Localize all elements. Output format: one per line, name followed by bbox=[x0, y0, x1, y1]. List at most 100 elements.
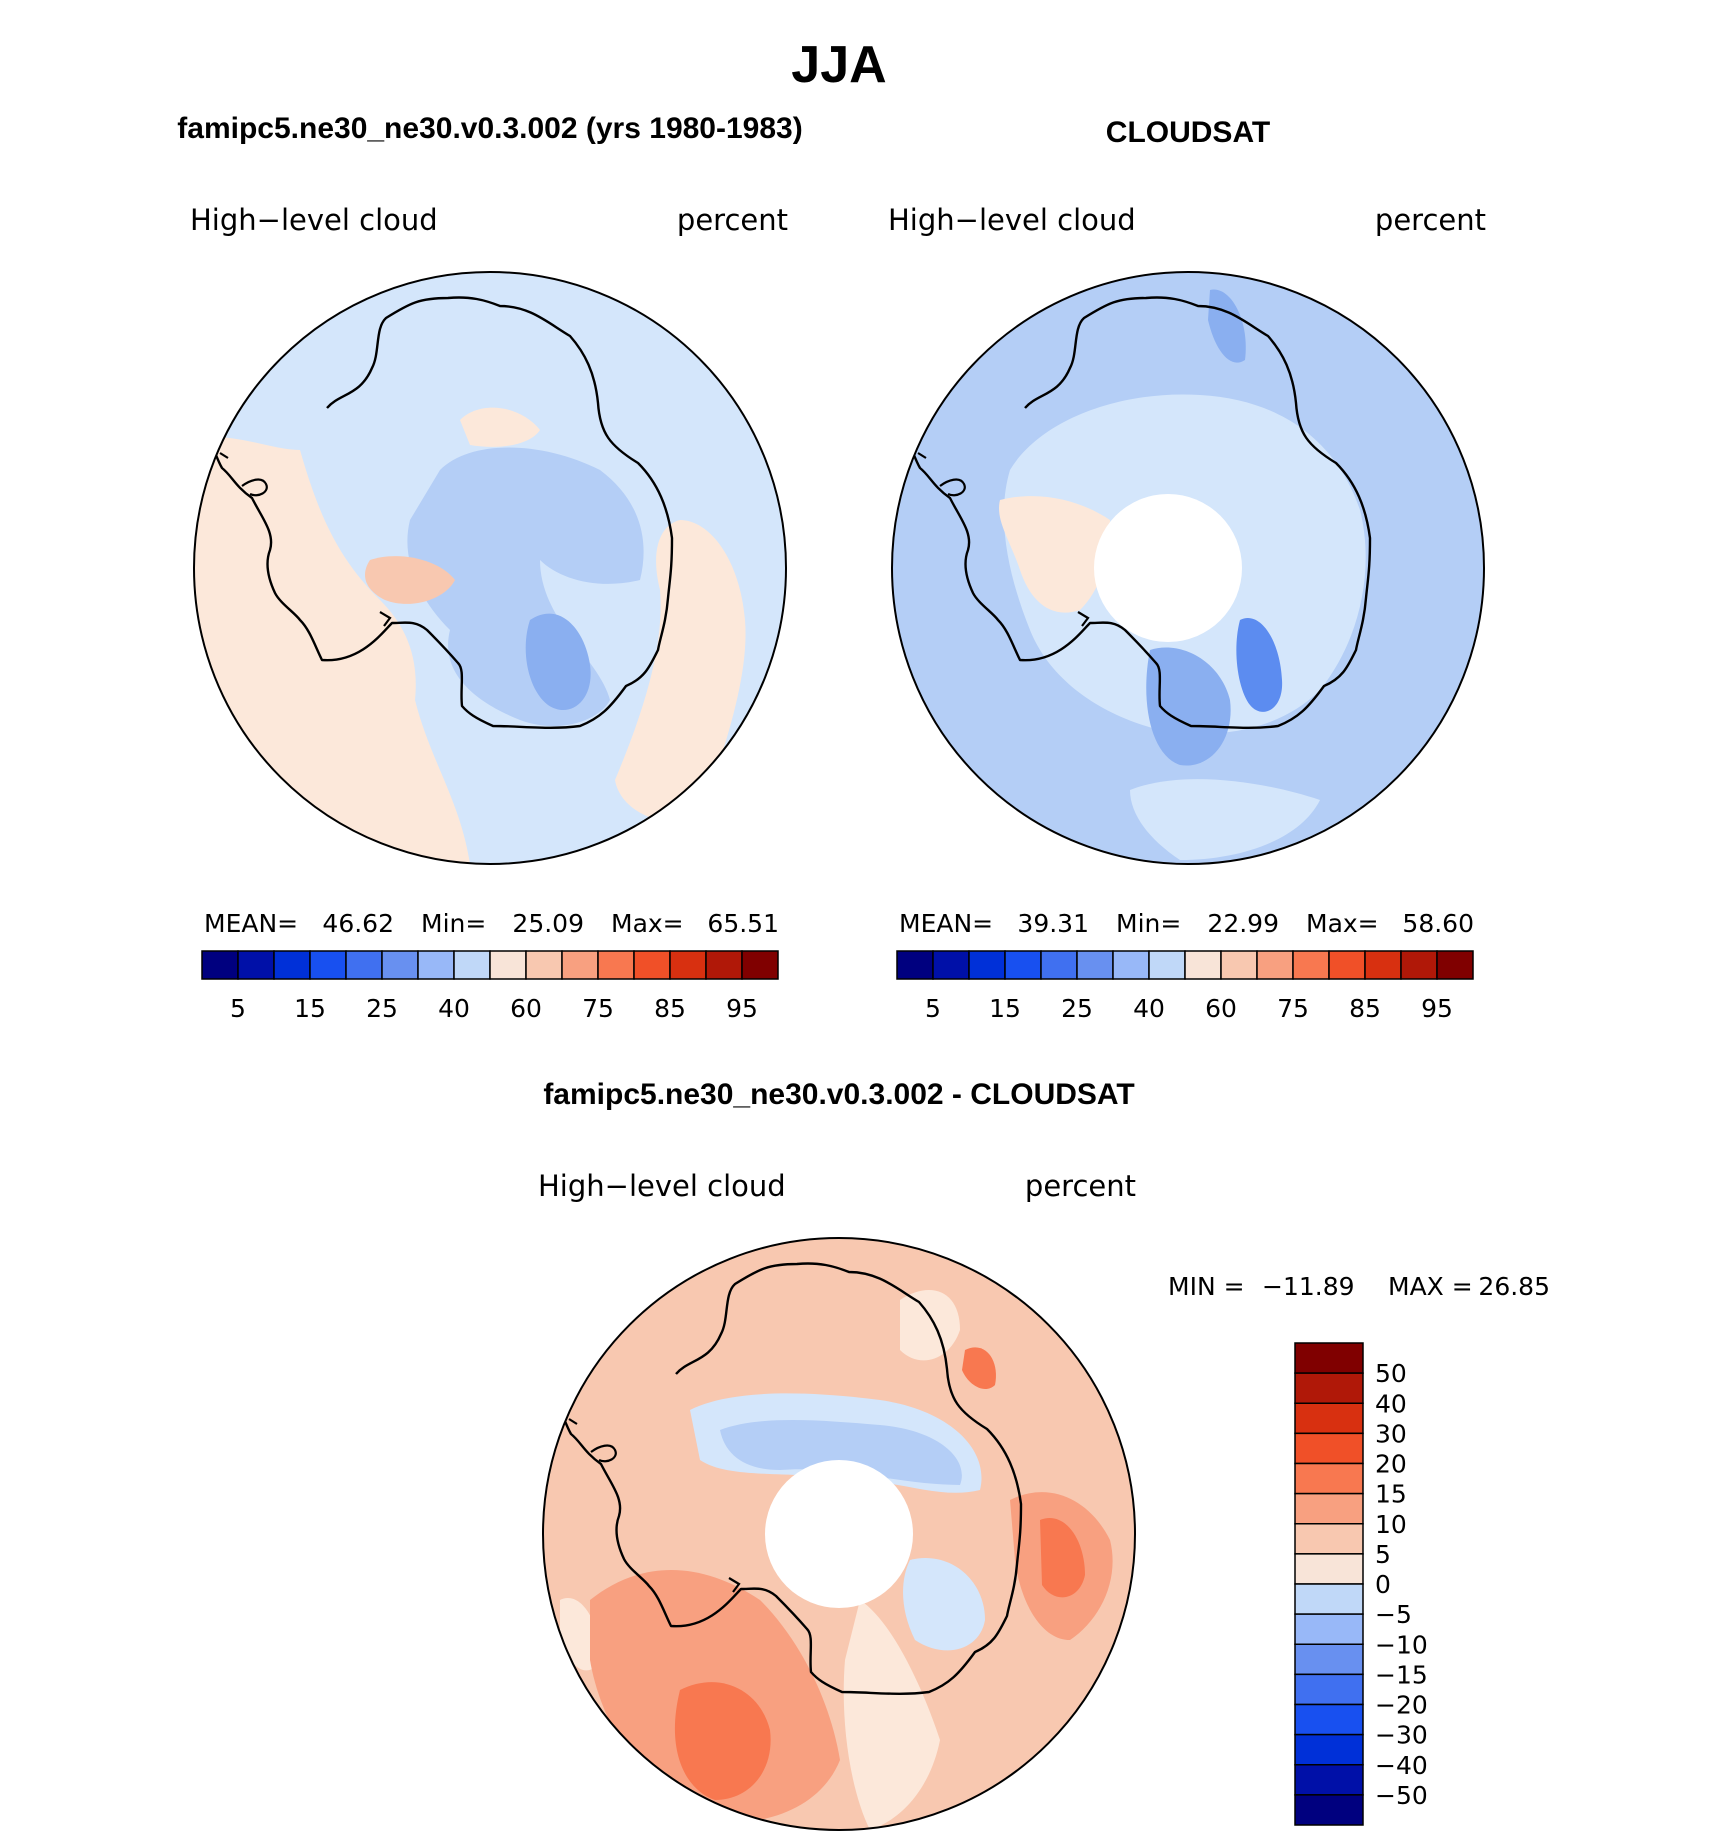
map-region-east-blue bbox=[903, 1558, 985, 1651]
colorbar-swatch bbox=[1436, 950, 1474, 980]
map-region-max-north bbox=[962, 1347, 996, 1390]
colorbar-tick-label: 60 bbox=[510, 994, 542, 1023]
colorbar-tick-label: −15 bbox=[1375, 1660, 1428, 1689]
colorbar-swatch bbox=[741, 950, 779, 980]
colorbar-tick-label: 95 bbox=[1421, 994, 1453, 1023]
colorbar-swatch bbox=[345, 950, 383, 980]
colorbar-swatch bbox=[1294, 1733, 1364, 1766]
colorbar-swatch bbox=[1040, 950, 1078, 980]
panel-model-right-label: percent bbox=[677, 203, 788, 237]
panel-diff-map-border bbox=[542, 1237, 1136, 1831]
colorbar-swatch bbox=[1364, 950, 1402, 980]
colorbar-swatch bbox=[1294, 1492, 1364, 1525]
colorbar-swatch bbox=[1294, 1764, 1364, 1796]
colorbar-swatch bbox=[1294, 1462, 1364, 1495]
colorbar-swatch bbox=[1292, 950, 1330, 980]
colorbar-swatch bbox=[633, 950, 671, 980]
stat-min-label: MIN = bbox=[1168, 1272, 1245, 1301]
panel-diff-map bbox=[543, 1238, 1135, 1830]
stat-mean-label: MEAN= bbox=[899, 909, 993, 938]
stat-max-value: 65.51 bbox=[707, 909, 779, 938]
panel-model-map bbox=[194, 272, 786, 864]
colorbar-swatch bbox=[669, 950, 707, 980]
colorbar-tick-label: 5 bbox=[230, 994, 246, 1023]
missing-data-hole bbox=[1094, 494, 1242, 642]
colorbar-swatch bbox=[1294, 1794, 1364, 1826]
colorbar-swatch bbox=[1294, 1583, 1364, 1615]
colorbar-tick-label: 95 bbox=[726, 994, 758, 1023]
panel-diff-stats: MIN = −11.89 MAX = 26.85 bbox=[1168, 1272, 1550, 1301]
map-region-interior-negative bbox=[720, 1420, 962, 1485]
colorbar-tick-label: 85 bbox=[654, 994, 686, 1023]
panel-diff-title: famipc5.ne30_ne30.v0.3.002 - CLOUDSAT bbox=[543, 1078, 1134, 1111]
colorbar-swatch bbox=[1294, 1673, 1364, 1706]
colorbar-swatch bbox=[1294, 1432, 1364, 1465]
colorbar-swatch bbox=[1294, 1613, 1364, 1645]
colorbar-tick-label: 15 bbox=[989, 994, 1021, 1023]
colorbar-swatch bbox=[561, 950, 599, 980]
colorbar-swatch bbox=[201, 950, 239, 980]
colorbar-tick-label: 40 bbox=[1133, 994, 1165, 1023]
colorbar-tick-label: 0 bbox=[1375, 1570, 1391, 1599]
panel-obs-right-label: percent bbox=[1375, 203, 1486, 237]
colorbar-swatch bbox=[896, 950, 934, 980]
missing-data-hole bbox=[765, 1460, 913, 1608]
colorbar-tick-label: 30 bbox=[1375, 1419, 1407, 1448]
stat-max-value: 26.85 bbox=[1478, 1272, 1550, 1301]
stat-min-value: 22.99 bbox=[1207, 909, 1279, 938]
stat-min-value: −11.89 bbox=[1262, 1272, 1355, 1301]
panel-diff: famipc5.ne30_ne30.v0.3.002 - CLOUDSAT Hi… bbox=[538, 1078, 1550, 1831]
map-region-max-east bbox=[1040, 1518, 1085, 1598]
stat-mean-label: MEAN= bbox=[204, 909, 298, 938]
map-region-max-south bbox=[674, 1682, 771, 1800]
colorbar-swatch bbox=[417, 950, 455, 980]
colorbar-tick-label: 60 bbox=[1205, 994, 1237, 1023]
page-title: JJA bbox=[791, 36, 886, 94]
colorbar-swatch bbox=[597, 950, 635, 980]
colorbar-swatch bbox=[273, 950, 311, 980]
colorbar-swatch bbox=[1328, 950, 1366, 980]
map-region-peninsula bbox=[999, 496, 1110, 613]
panel-model-title: famipc5.ne30_ne30.v0.3.002 (yrs 1980-198… bbox=[177, 112, 802, 145]
map-region-core bbox=[1236, 618, 1283, 712]
colorbar-swatch bbox=[1112, 950, 1150, 980]
stat-min-label: Min= bbox=[1116, 909, 1181, 938]
colorbar-swatch bbox=[237, 950, 275, 980]
panel-obs: CLOUDSAT High−level cloud percent MEAN= … bbox=[888, 116, 1486, 1023]
panel-model-left-label: High−level cloud bbox=[190, 203, 438, 237]
colorbar-swatch bbox=[705, 950, 743, 980]
colorbar-tick-label: 85 bbox=[1349, 994, 1381, 1023]
map-region-north-patch bbox=[460, 407, 540, 447]
map-region-light-patch-1 bbox=[900, 1290, 960, 1361]
colorbar-tick-label: −40 bbox=[1375, 1751, 1428, 1780]
colorbar-tick-label: −5 bbox=[1375, 1600, 1412, 1629]
colorbar-swatch bbox=[1294, 1523, 1364, 1555]
panel-obs-colorbar: 5 15 25 40 60 75 85 95 bbox=[896, 950, 1474, 1023]
stat-max-label: MAX = bbox=[1388, 1272, 1473, 1301]
colorbar-swatch bbox=[1294, 1402, 1364, 1435]
map-region-salmon bbox=[365, 556, 455, 604]
colorbar-swatch bbox=[1294, 1553, 1364, 1585]
stat-min-value: 25.09 bbox=[512, 909, 584, 938]
stat-min-label: Min= bbox=[421, 909, 486, 938]
panel-diff-left-label: High−level cloud bbox=[538, 1169, 786, 1203]
colorbar-tick-label: −20 bbox=[1375, 1691, 1428, 1720]
stat-mean-value: 46.62 bbox=[322, 909, 394, 938]
map-region-light-patch-2 bbox=[843, 1600, 940, 1830]
colorbar-swatch bbox=[453, 950, 491, 980]
colorbar-swatch bbox=[489, 950, 527, 980]
colorbar-swatch bbox=[1400, 950, 1438, 980]
map-region-core bbox=[525, 613, 591, 711]
stat-mean-value: 39.31 bbox=[1017, 909, 1089, 938]
map-region-east-patch bbox=[615, 520, 746, 823]
panel-diff-right-label: percent bbox=[1025, 1169, 1136, 1203]
colorbar-swatch bbox=[968, 950, 1006, 980]
panel-obs-stats: MEAN= 39.31 Min= 22.99 Max= 58.60 bbox=[899, 909, 1474, 938]
map-region-patch-1 bbox=[1146, 647, 1231, 766]
colorbar-tick-label: 25 bbox=[1061, 994, 1093, 1023]
panel-obs-map bbox=[892, 272, 1484, 864]
colorbar-tick-label: 10 bbox=[1375, 1510, 1407, 1539]
colorbar-swatch bbox=[1256, 950, 1294, 980]
